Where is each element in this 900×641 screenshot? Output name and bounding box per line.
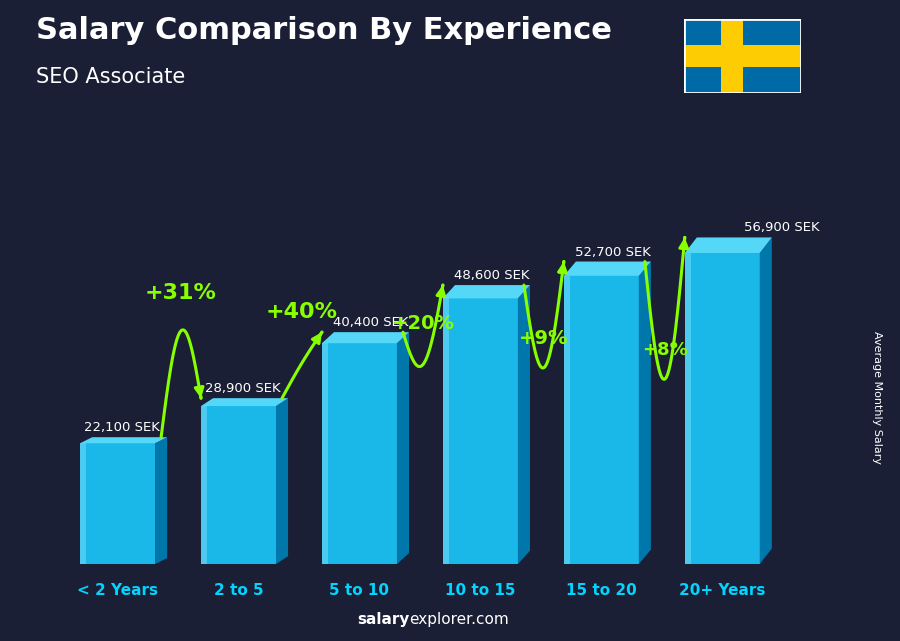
Polygon shape	[518, 285, 530, 564]
Polygon shape	[684, 45, 801, 67]
Polygon shape	[563, 262, 651, 276]
Text: +9%: +9%	[519, 329, 569, 347]
Text: 28,900 SEK: 28,900 SEK	[204, 382, 280, 395]
Text: Average Monthly Salary: Average Monthly Salary	[872, 331, 883, 464]
Polygon shape	[443, 298, 449, 564]
Polygon shape	[443, 285, 530, 298]
Polygon shape	[685, 237, 772, 253]
Polygon shape	[201, 406, 207, 564]
Polygon shape	[639, 262, 651, 564]
Text: 56,900 SEK: 56,900 SEK	[744, 221, 820, 235]
Text: explorer.com: explorer.com	[410, 612, 509, 627]
Polygon shape	[276, 398, 288, 564]
Polygon shape	[563, 276, 639, 564]
Polygon shape	[322, 343, 397, 564]
Text: +20%: +20%	[392, 314, 454, 333]
Text: +31%: +31%	[145, 283, 217, 303]
Polygon shape	[397, 332, 409, 564]
Polygon shape	[322, 332, 409, 343]
Polygon shape	[80, 444, 86, 564]
Polygon shape	[80, 444, 155, 564]
Polygon shape	[155, 437, 167, 564]
Text: SEO Associate: SEO Associate	[36, 67, 185, 87]
Polygon shape	[684, 19, 801, 93]
Text: 48,600 SEK: 48,600 SEK	[454, 269, 529, 282]
Text: 22,100 SEK: 22,100 SEK	[84, 421, 159, 434]
Polygon shape	[760, 237, 772, 564]
Polygon shape	[80, 437, 167, 444]
Text: +8%: +8%	[642, 341, 688, 359]
Polygon shape	[721, 19, 742, 93]
Text: 52,700 SEK: 52,700 SEK	[575, 246, 651, 258]
Polygon shape	[563, 276, 570, 564]
Polygon shape	[201, 406, 276, 564]
Polygon shape	[685, 253, 691, 564]
Polygon shape	[322, 343, 328, 564]
Text: Salary Comparison By Experience: Salary Comparison By Experience	[36, 16, 612, 45]
Polygon shape	[685, 253, 760, 564]
Text: +40%: +40%	[266, 302, 338, 322]
Text: 40,400 SEK: 40,400 SEK	[333, 316, 409, 329]
Polygon shape	[443, 298, 518, 564]
Text: salary: salary	[357, 612, 410, 627]
Polygon shape	[201, 398, 288, 406]
